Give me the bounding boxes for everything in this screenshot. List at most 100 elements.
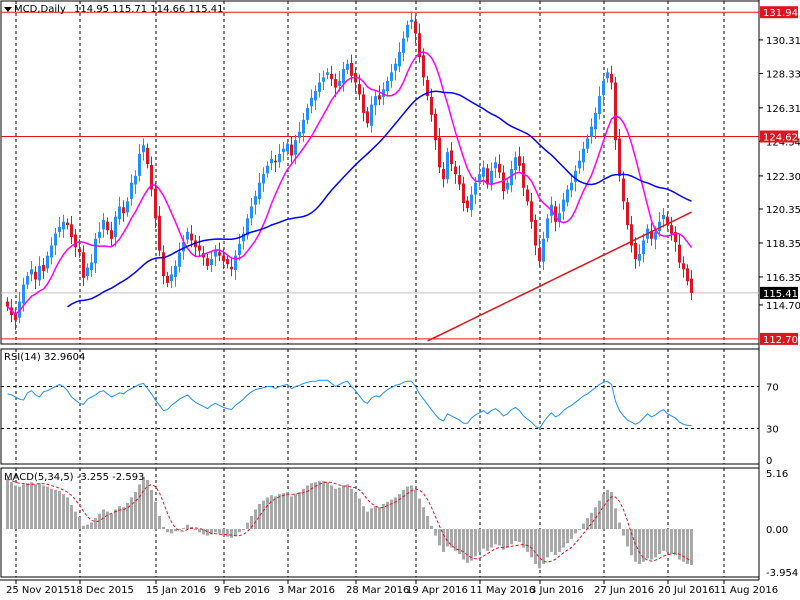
macd-hist-bar [470, 529, 473, 561]
candle-body [50, 245, 53, 258]
candle-body [110, 230, 113, 239]
candle-body [282, 148, 285, 153]
rsi-tick-label-0: 70 [766, 383, 779, 394]
candle-body [494, 162, 497, 169]
macd-hist-bar [194, 529, 197, 531]
macd-hist-bar [542, 529, 545, 564]
macd-hist-bar [250, 515, 253, 530]
candle-body [198, 245, 201, 251]
candle-body [118, 206, 121, 220]
macd-hist-bar [38, 483, 41, 530]
date-label-0: 25 Nov 2015 [6, 585, 70, 596]
macd-hist-bar [358, 498, 361, 530]
chart-menu-arrow-icon[interactable] [4, 7, 12, 12]
candle-body [162, 252, 165, 277]
macd-hist-bar [278, 494, 281, 530]
macd-hist-bar [346, 484, 349, 530]
macd-hist-bar [362, 506, 365, 530]
macd-hist-bar [6, 478, 9, 530]
macd-hist-bar [650, 529, 653, 560]
macd-hist-bar [334, 488, 337, 530]
macd-hist-bar [634, 529, 637, 562]
macd-hist-bar [394, 497, 397, 530]
macd-hist-bar [90, 522, 93, 530]
candle-body [462, 183, 465, 204]
candle-body [146, 147, 149, 165]
candle-body [434, 113, 437, 141]
macd-hist-bar [198, 529, 201, 533]
candle-body [246, 218, 249, 236]
date-label-5: 28 Mar 2016 [346, 585, 409, 596]
macd-hist-bar [618, 522, 621, 530]
candle-body [206, 258, 209, 266]
candle-body [278, 153, 281, 163]
macd-hist-bar [314, 482, 317, 530]
macd-hist-bar [550, 529, 553, 552]
candle-body [346, 63, 349, 70]
rsi-line [7, 379, 692, 430]
macd-hist-bar [454, 529, 457, 551]
candle-body [678, 244, 681, 263]
macd-hist-bar [26, 483, 29, 530]
macd-hist-bar [182, 527, 185, 530]
price-tick-label-0: 130.31 [766, 36, 800, 47]
candle-body [630, 224, 633, 246]
macd-hist-bar [434, 529, 437, 536]
macd-hist-bar [70, 505, 73, 530]
macd-hist-bar [374, 506, 377, 530]
candle-body [570, 182, 573, 191]
candle-body [638, 254, 641, 261]
macd-hist-bar [146, 479, 149, 530]
candle-body [42, 265, 45, 271]
candle-body [350, 62, 353, 76]
macd-hist-bar [526, 529, 529, 552]
macd-hist-bar [638, 529, 641, 564]
candle-body [586, 138, 589, 149]
macd-hist-bar [202, 529, 205, 535]
candle-body [554, 206, 557, 222]
candle-body [62, 221, 65, 230]
date-label-10: 20 Jul 2016 [658, 585, 715, 596]
candle-body [370, 104, 373, 126]
candle-body [666, 216, 669, 226]
date-label-7: 11 May 2016 [470, 585, 535, 596]
macd-hist-bar [170, 529, 173, 534]
macd-hist-bar [582, 523, 585, 530]
macd-hist-bar [30, 482, 33, 530]
candle-body [458, 175, 461, 185]
candle-body [286, 143, 289, 152]
candle-body [622, 178, 625, 202]
macd-hist-bar [66, 497, 69, 530]
candle-body [386, 80, 389, 91]
macd-hist-bar [402, 489, 405, 530]
candle-body [626, 202, 629, 226]
candle-body [38, 265, 41, 281]
candle-body [178, 252, 181, 267]
candle-body [6, 301, 9, 307]
candle-body [334, 79, 337, 88]
price-tick-label-2: 126.31 [766, 104, 800, 115]
date-label-1: 18 Dec 2015 [70, 585, 134, 596]
candle-body [578, 160, 581, 169]
ohlc-values: 114.95 115.71 114.66 115.41 [74, 4, 224, 15]
macd-hist-bar [666, 529, 669, 552]
macd-hist-bar [506, 529, 509, 548]
macd-hist-bar [106, 511, 109, 530]
macd-hist-bar [466, 529, 469, 563]
candle-body [618, 138, 621, 176]
macd-hist-bar [210, 529, 213, 535]
macd-hist-bar [62, 494, 65, 530]
candle-body [606, 72, 609, 79]
last-price-bg [760, 286, 798, 299]
candle-body [598, 96, 601, 114]
macd-hist-bar [390, 499, 393, 530]
candle-body [294, 140, 297, 155]
macd-hist-bar [462, 529, 465, 560]
candle-body [142, 145, 145, 153]
candle-body [542, 238, 545, 262]
price-tick-label-5: 120.35 [766, 205, 800, 216]
macd-hist-bar [606, 489, 609, 530]
candle-body [498, 164, 501, 173]
macd-hist-bar [118, 506, 121, 530]
macd-hist-bar [566, 529, 569, 544]
